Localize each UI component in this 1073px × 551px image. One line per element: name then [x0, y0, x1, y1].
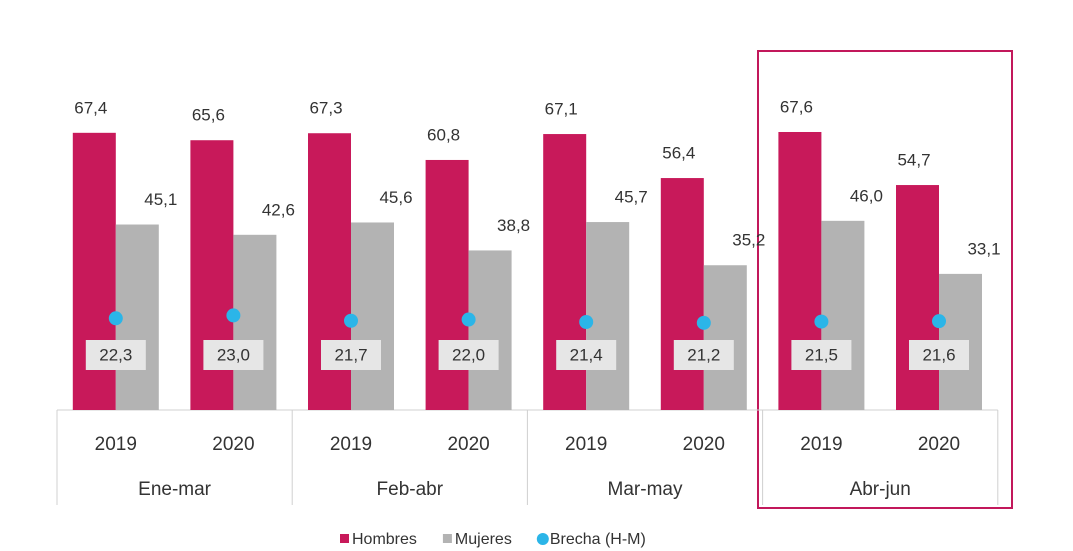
- x-tick-label: 2020: [683, 434, 725, 455]
- value-label: 67,3: [309, 99, 342, 118]
- gap-point: [696, 315, 711, 330]
- gap-label-box: [791, 340, 852, 370]
- gap-label: 21,5: [805, 345, 838, 364]
- value-label: 67,1: [545, 100, 578, 119]
- gap-point: [814, 314, 829, 329]
- highlight-box: [757, 50, 1013, 509]
- gap-label-box: [556, 340, 617, 370]
- gap-point: [461, 312, 476, 327]
- value-label: 54,7: [897, 151, 930, 170]
- legend-marker: [536, 533, 549, 545]
- value-label: 65,6: [192, 106, 225, 125]
- x-tick-label: 2020: [212, 434, 254, 455]
- x-tick-label: 2019: [565, 434, 607, 455]
- gap-label: 21,2: [687, 345, 720, 364]
- gap-label-box: [673, 340, 734, 370]
- x-tick-label: 2019: [95, 434, 137, 455]
- legend-marker: [340, 534, 349, 543]
- group-label: Abr-jun: [850, 479, 911, 500]
- x-tick-label: 2019: [800, 434, 842, 455]
- legend-marker: [442, 534, 452, 543]
- group-label: Ene-mar: [138, 479, 212, 500]
- gap-label: 21,7: [334, 345, 367, 364]
- gap-point: [932, 314, 946, 329]
- x-tick-label: 2019: [330, 434, 372, 455]
- bar: [896, 185, 939, 410]
- value-label: 35,2: [732, 231, 765, 250]
- bar: [660, 178, 704, 410]
- value-label: 67,4: [74, 98, 107, 117]
- gap-label: 21,6: [922, 345, 955, 364]
- bar: [703, 265, 747, 410]
- value-label: 67,6: [780, 97, 813, 116]
- bar: [115, 224, 159, 410]
- legend-label: Brecha (H-M): [550, 531, 646, 548]
- gap-label: 22,0: [452, 345, 485, 364]
- value-label: 33,1: [967, 239, 1000, 258]
- bar: [821, 220, 865, 410]
- value-label: 56,4: [662, 144, 695, 163]
- gap-point: [226, 308, 241, 323]
- gap-label: 21,4: [570, 345, 603, 364]
- gap-label-box: [438, 340, 499, 370]
- group-label: Mar-may: [608, 479, 683, 500]
- legend-label: Mujeres: [455, 531, 512, 548]
- gap-label-box: [85, 340, 146, 370]
- gap-point: [108, 311, 123, 326]
- bar: [351, 222, 394, 410]
- bar: [586, 222, 630, 410]
- legend-label: Hombres: [352, 531, 417, 548]
- gap-label-box: [203, 340, 264, 370]
- gap-point: [344, 313, 358, 328]
- gap-point: [579, 314, 594, 329]
- value-label: 46,0: [850, 186, 883, 205]
- bar: [425, 159, 469, 410]
- value-label: 45,7: [615, 188, 648, 207]
- value-label: 60,8: [427, 125, 460, 144]
- group-label: Feb-abr: [377, 479, 444, 500]
- x-tick-label: 2020: [918, 434, 960, 455]
- value-label: 42,6: [262, 200, 295, 219]
- bar: [468, 250, 512, 410]
- gap-label: 22,3: [99, 345, 132, 364]
- value-label: 38,8: [497, 216, 530, 235]
- gap-label: 23,0: [217, 345, 250, 364]
- value-label: 45,6: [379, 188, 412, 207]
- x-tick-label: 2020: [447, 434, 489, 455]
- gap-label-box: [321, 340, 381, 370]
- bar: [233, 234, 277, 410]
- value-label: 45,1: [144, 190, 177, 209]
- gap-label-box: [909, 340, 969, 370]
